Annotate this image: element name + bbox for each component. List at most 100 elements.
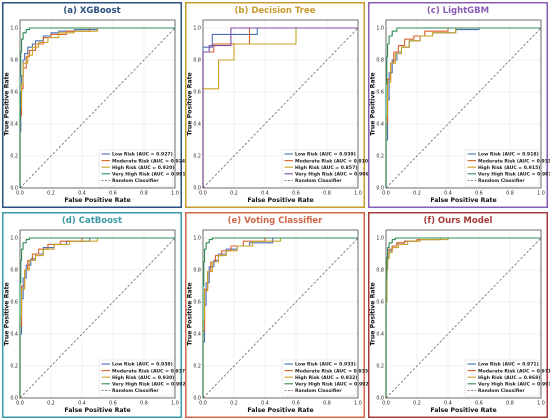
legend-label: Random Classifier (112, 178, 159, 184)
y-axis-label: True Positive Rate (4, 72, 11, 136)
legend-label: Very High Risk (AUC = 0.991) (112, 172, 188, 178)
y-tick-label: 0.8 (376, 58, 384, 64)
x-tick-label: 0.6 (292, 401, 300, 407)
legend-label: Random Classifier (478, 178, 525, 184)
y-tick-label: 0.0 (193, 186, 201, 192)
roc-curve-2 (385, 27, 541, 188)
legend-box (464, 149, 540, 187)
y-axis-label: True Positive Rate (4, 282, 11, 346)
roc-curve-3 (202, 237, 358, 398)
legend-label: Moderate Risk (AUC = 0.971) (478, 368, 550, 374)
x-tick-label: 0.4 (261, 401, 269, 407)
y-axis-label: True Positive Rate (187, 282, 194, 346)
y-tick-label: 0.4 (193, 332, 201, 338)
y-tick-label: 0.4 (193, 122, 201, 128)
roc-curve-3 (385, 237, 541, 398)
legend-box (281, 149, 357, 187)
legend-label: High Risk (AUC = 0.857) (295, 165, 357, 171)
y-tick-label: 0.0 (10, 396, 18, 402)
y-tick-label: 0.2 (376, 154, 384, 160)
y-tick-label: 1.0 (376, 236, 384, 242)
roc-curve-3 (202, 27, 358, 188)
roc-curve-2 (19, 27, 175, 188)
panel-title: (a) XGBoost (63, 6, 120, 16)
legend-label: High Risk (AUC = 0.930) (112, 375, 174, 381)
x-tick-label: 0.4 (444, 191, 452, 197)
y-tick-label: 0.2 (193, 364, 201, 370)
legend-label: Random Classifier (295, 178, 342, 184)
y-tick-label: 0.8 (376, 268, 384, 274)
x-axis-label: False Positive Rate (430, 407, 496, 414)
x-tick-label: 0.2 (413, 401, 421, 407)
legend-label: Very High Risk (AUC = 0.992) (112, 382, 188, 388)
legend-box (98, 359, 174, 397)
x-tick-label: 0.8 (323, 401, 331, 407)
legend-label: High Risk (AUC = 0.915) (478, 165, 540, 171)
x-tick-label: 0.2 (47, 401, 55, 407)
x-tick-label: 0.8 (323, 191, 331, 197)
x-tick-label: 1.0 (171, 401, 179, 407)
x-tick-label: 0.6 (475, 191, 483, 197)
y-tick-label: 0.4 (10, 122, 18, 128)
y-tick-label: 0.4 (10, 332, 18, 338)
panel-title: (d) CatBoost (62, 216, 122, 226)
y-tick-label: 0.6 (10, 90, 18, 96)
x-tick-label: 0.8 (140, 191, 148, 197)
legend-label: Moderate Risk (AUC = 0.937) (112, 368, 187, 374)
x-tick-label: 0.0 (199, 401, 207, 407)
panel-title: (e) Voting Classifier (228, 216, 324, 226)
x-tick-label: 0.0 (382, 191, 390, 197)
legend-label: Moderate Risk (AUC = 0.924) (112, 158, 187, 164)
x-tick-label: 0.8 (140, 401, 148, 407)
x-tick-label: 0.4 (444, 401, 452, 407)
x-axis-label: False Positive Rate (64, 197, 130, 204)
x-tick-label: 0.0 (16, 191, 24, 197)
roc-curve-1 (385, 27, 541, 188)
legend-label: High Risk (AUC = 0.968) (478, 375, 540, 381)
y-tick-label: 1.0 (193, 236, 201, 242)
roc-panel: (b) Decision Tree 0.0 0.2 0.4 0.6 0.8 1.0 0.0 0.… (185, 2, 371, 208)
roc-curve-2 (202, 237, 358, 398)
x-tick-label: 1.0 (171, 191, 179, 197)
legend-box (98, 149, 174, 187)
y-tick-label: 0.2 (193, 154, 201, 160)
legend-label: Very High Risk (AUC = 0.992) (295, 382, 371, 388)
x-axis-label: False Positive Rate (64, 407, 130, 414)
panel-title: (b) Decision Tree (235, 6, 316, 16)
y-tick-label: 0.6 (10, 300, 18, 306)
panel-title: (c) LightGBM (427, 6, 489, 16)
legend-label: Random Classifier (112, 388, 159, 394)
legend-label: Low Risk (AUC = 0.939) (295, 152, 356, 158)
x-tick-label: 1.0 (537, 191, 545, 197)
random-classifier-line (385, 27, 542, 189)
roc-panel: (f) Ours Model 0.0 0.2 0.4 0.6 0.8 1.0 0.0 0.2 0.… (368, 212, 550, 418)
legend-label: Moderate Risk (AUC = 0.910) (295, 158, 370, 164)
y-tick-label: 0.8 (193, 58, 201, 64)
legend-label: Low Risk (AUC = 0.918) (478, 152, 539, 158)
legend-label: High Risk (AUC = 0.932) (295, 375, 357, 381)
roc-panel: (e) Voting Classifier 0.0 0.2 0.4 0.6 0.8 1.0 0… (185, 212, 371, 418)
random-classifier-line (385, 237, 542, 399)
y-tick-label: 0.2 (10, 364, 18, 370)
y-tick-label: 0.0 (376, 396, 384, 402)
y-axis-label: True Positive Rate (370, 282, 377, 346)
x-tick-label: 0.4 (78, 401, 86, 407)
legend-box (281, 359, 357, 397)
roc-curve-2 (19, 237, 175, 398)
x-tick-label: 1.0 (537, 401, 545, 407)
x-tick-label: 0.4 (78, 191, 86, 197)
legend-label: Low Risk (AUC = 0.971) (478, 362, 539, 368)
random-classifier-line (202, 237, 359, 399)
random-classifier-line (19, 27, 176, 189)
legend-box (464, 359, 540, 397)
panel-title: (f) Ours Model (424, 216, 493, 226)
x-axis-label: False Positive Rate (247, 197, 313, 204)
x-tick-label: 0.0 (199, 191, 207, 197)
x-tick-label: 0.6 (292, 191, 300, 197)
x-tick-label: 0.0 (16, 401, 24, 407)
y-tick-label: 0.8 (10, 58, 18, 64)
y-tick-label: 1.0 (10, 236, 18, 242)
roc-curve-3 (19, 237, 175, 398)
y-tick-label: 0.0 (10, 186, 18, 192)
